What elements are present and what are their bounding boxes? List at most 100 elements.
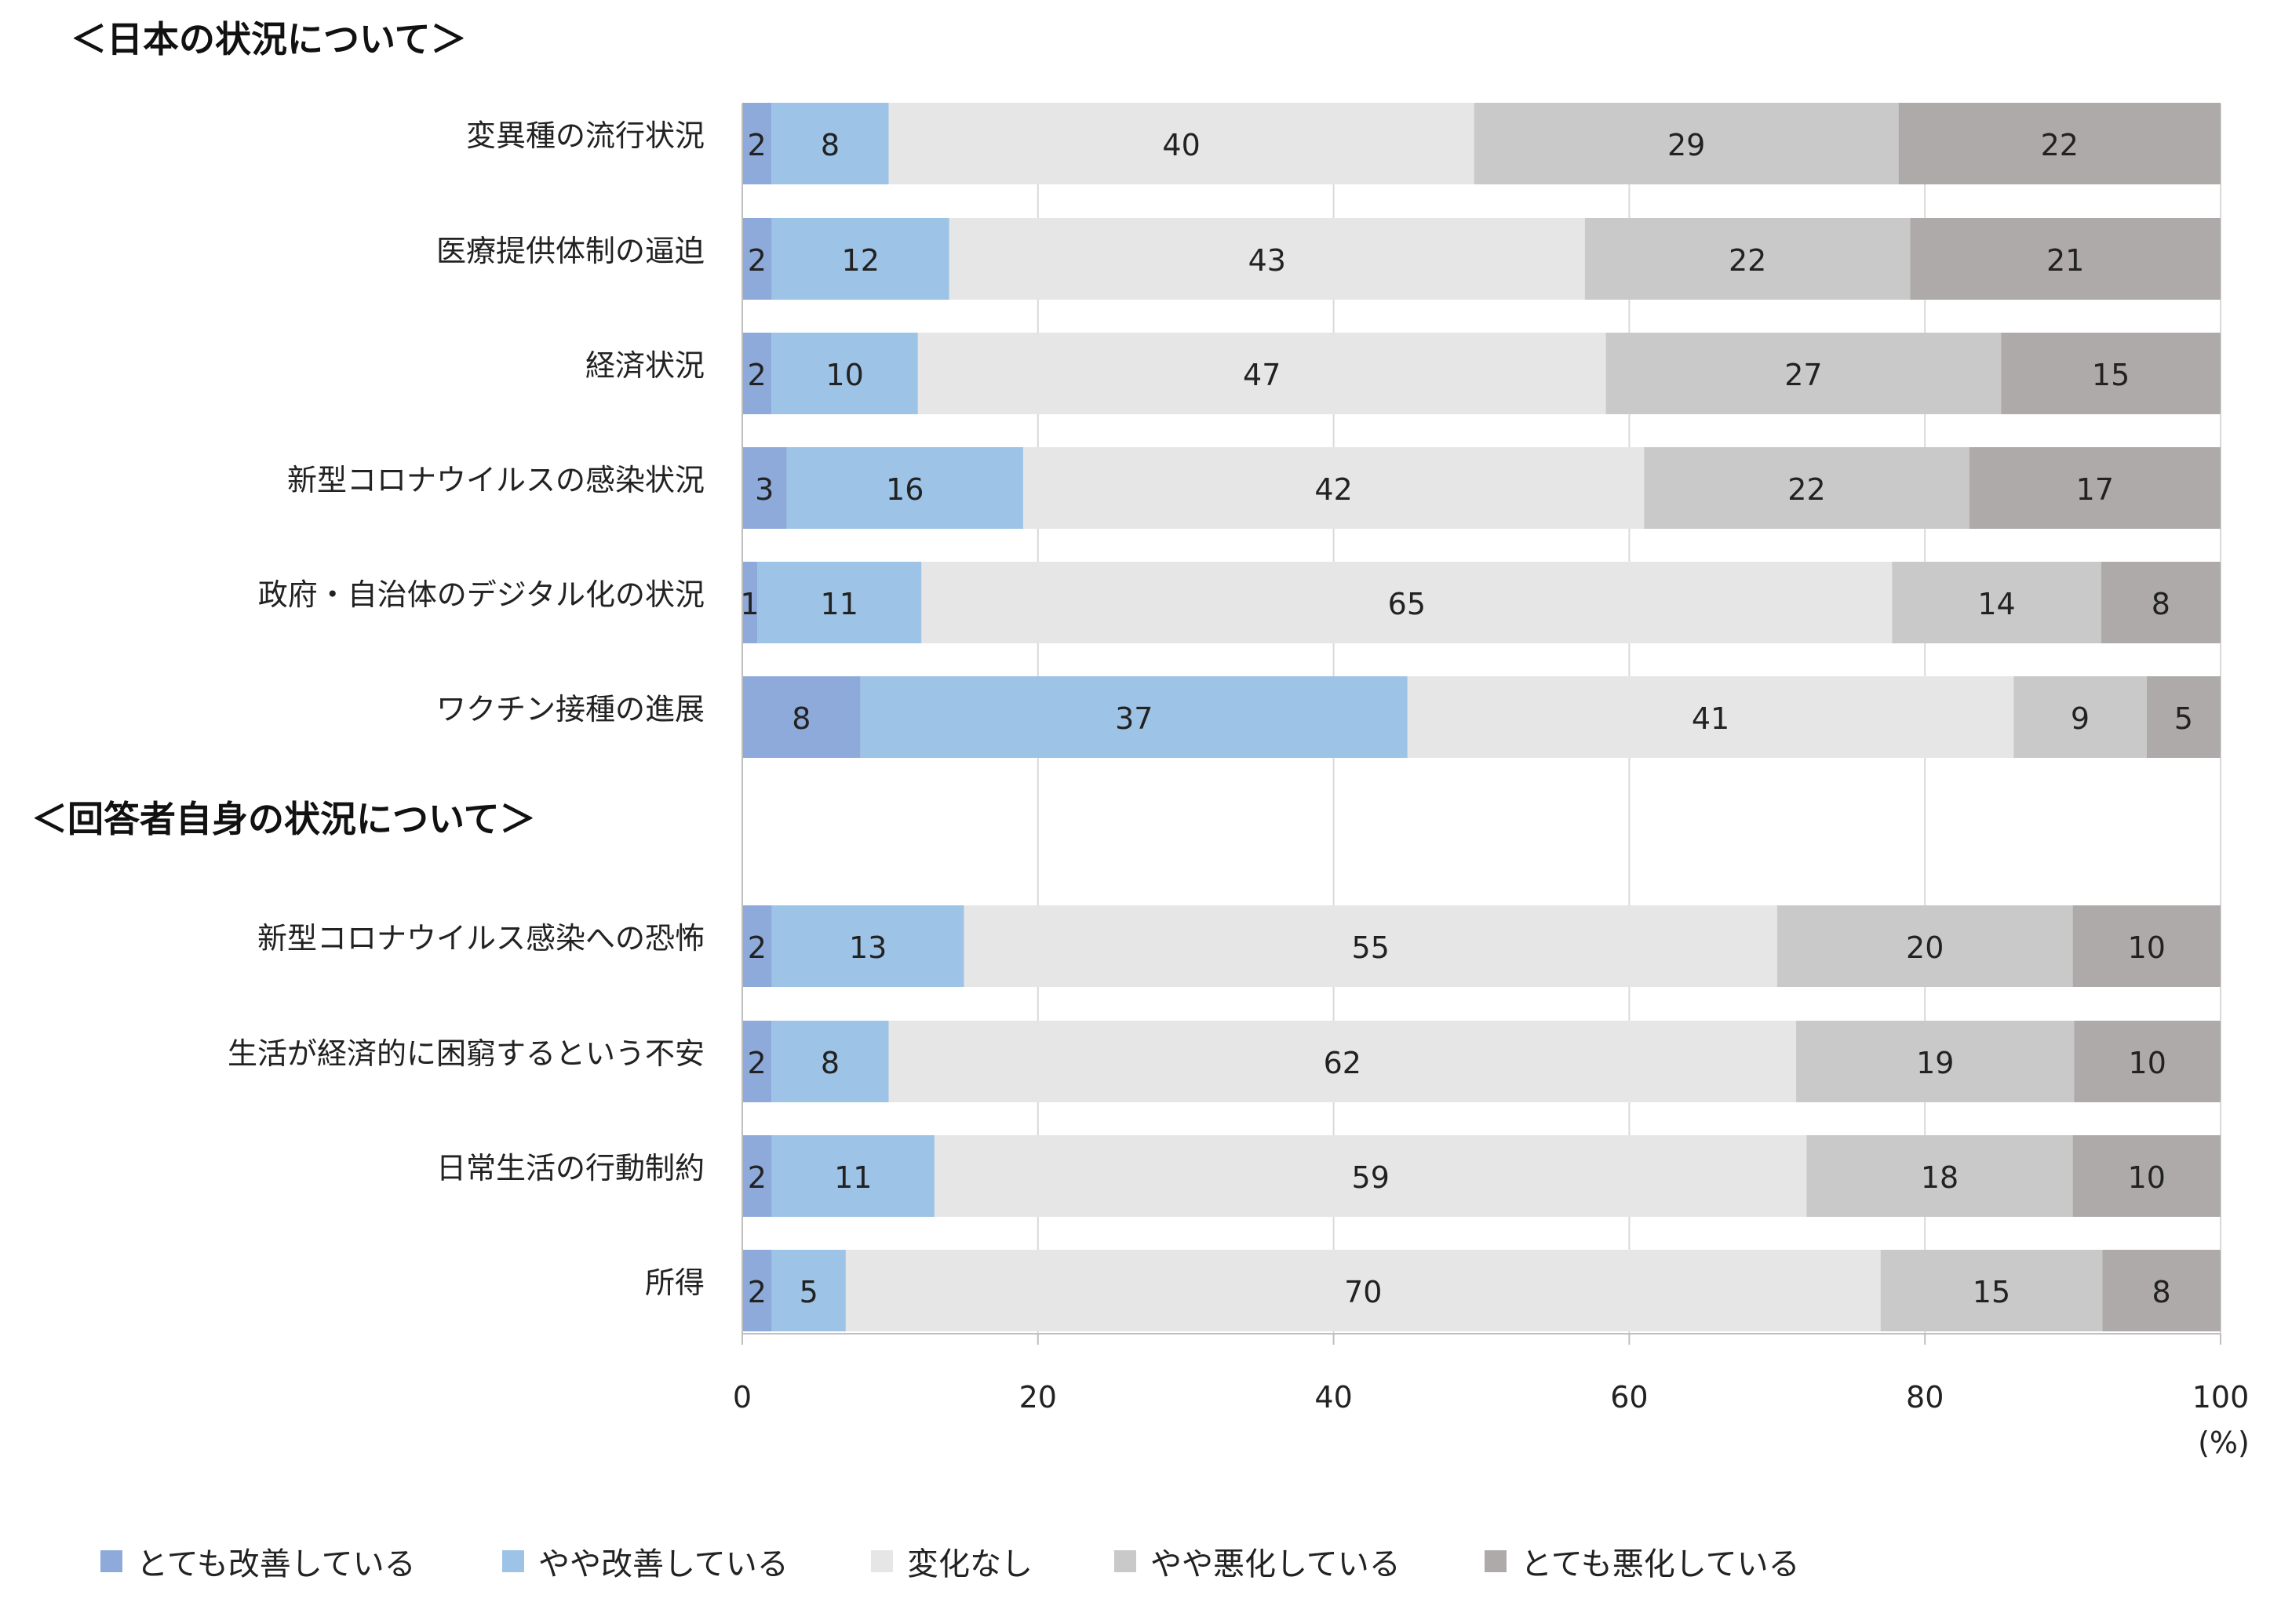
data-label: 10 — [2128, 1160, 2166, 1195]
category-label: 日常生活の行動制約 — [436, 1151, 705, 1185]
bar-segment — [742, 1021, 772, 1102]
legend-item: とても悪化している — [1485, 1530, 1800, 1593]
section-title: ＜日本の状況について＞ — [71, 18, 467, 60]
category-label: 医療提供体制の逼迫 — [436, 234, 705, 268]
bar-segment — [1474, 103, 1899, 184]
category-label: 政府・自治体のデジタル化の状況 — [258, 577, 705, 612]
bar-segment — [917, 333, 1606, 414]
bar-segment — [742, 1250, 772, 1331]
category-label: 所得 — [645, 1265, 705, 1300]
legend-swatch — [502, 1550, 524, 1572]
bars — [742, 103, 2221, 1331]
data-label: 37 — [1115, 701, 1153, 736]
data-label: 41 — [1692, 701, 1729, 736]
legend: とても改善している やや改善している 変化なし やや悪化している とても悪化している — [0, 1530, 2281, 1593]
bar-segment — [771, 333, 918, 414]
legend-label: 変化なし — [907, 1546, 1033, 1582]
legend-label: やや悪化している — [1150, 1546, 1401, 1582]
legend-label: とても改善している — [137, 1546, 416, 1582]
x-tick-label: 0 — [733, 1380, 752, 1415]
data-label: 15 — [1973, 1275, 2010, 1309]
bar-segment — [742, 333, 772, 414]
data-label: 65 — [1388, 587, 1426, 621]
bar-segment — [757, 562, 922, 643]
bar-segment — [2146, 676, 2221, 758]
bar-segment — [2013, 676, 2147, 758]
bar-segment — [2001, 333, 2221, 414]
data-label: 1 — [740, 587, 759, 621]
bar-segment — [2102, 1250, 2221, 1331]
legend-swatch — [871, 1550, 893, 1572]
data-label: 5 — [2174, 701, 2193, 736]
bar-segment — [2072, 1135, 2221, 1217]
bar-segment — [1910, 218, 2221, 300]
x-tick-label: 60 — [1610, 1380, 1648, 1415]
data-label: 10 — [2129, 1046, 2166, 1080]
data-label: 11 — [834, 1160, 872, 1195]
data-label: 62 — [1324, 1046, 1361, 1080]
bar-segment — [2074, 1021, 2221, 1102]
data-label: 8 — [792, 701, 811, 736]
data-label: 10 — [2128, 930, 2166, 965]
data-label: 55 — [1352, 930, 1390, 965]
legend-swatch — [1114, 1550, 1136, 1572]
data-label: 9 — [2071, 701, 2090, 736]
bar-segment — [1584, 218, 1911, 300]
data-label: 43 — [1248, 243, 1286, 278]
category-label: 変異種の流行状況 — [466, 118, 705, 153]
data-label: 18 — [1921, 1160, 1959, 1195]
bar-segment — [742, 1135, 772, 1217]
bar-segment — [845, 1250, 1881, 1331]
data-label: 27 — [1784, 358, 1822, 392]
bar-segment — [742, 103, 772, 184]
data-label: 8 — [2152, 1275, 2171, 1309]
bar-segment — [860, 676, 1408, 758]
data-label: 2 — [748, 1160, 767, 1195]
data-label: 70 — [1344, 1275, 1382, 1309]
legend-item: とても改善している — [100, 1530, 416, 1593]
data-label: 22 — [1787, 472, 1825, 507]
bar-segment — [934, 1135, 1807, 1217]
bar-segment — [1898, 103, 2221, 184]
bar-segment — [771, 1135, 935, 1217]
bar-segment — [771, 905, 964, 987]
data-label: 2 — [748, 128, 767, 162]
data-label: 8 — [821, 128, 840, 162]
bar-segment — [771, 103, 889, 184]
bar-segment — [771, 1250, 846, 1331]
data-label: 22 — [2041, 128, 2079, 162]
data-label: 2 — [748, 358, 767, 392]
data-label: 8 — [821, 1046, 840, 1080]
bar-segment — [949, 218, 1585, 300]
x-tick-label: 40 — [1314, 1380, 1352, 1415]
bar-segment — [888, 1021, 1797, 1102]
category-label: 生活が経済的に困窮するという不安 — [228, 1036, 705, 1071]
bar-segment — [742, 676, 861, 758]
x-axis: 0 20 40 60 80 100 (%) — [733, 104, 2250, 1460]
data-label: 2 — [748, 1275, 767, 1309]
legend-swatch — [1485, 1550, 1507, 1572]
bar-segment — [1880, 1250, 2103, 1331]
data-label: 59 — [1352, 1160, 1390, 1195]
bar-segment — [742, 218, 772, 300]
data-label: 21 — [2046, 243, 2084, 278]
data-label: 15 — [2092, 358, 2130, 392]
x-tick-label: 100 — [2192, 1380, 2250, 1415]
data-label: 40 — [1162, 128, 1200, 162]
data-label: 3 — [755, 472, 774, 507]
category-label: 新型コロナウイルスの感染状況 — [287, 463, 705, 497]
data-label: 11 — [821, 587, 858, 621]
data-label: 10 — [825, 358, 863, 392]
bar-segment — [1407, 676, 2014, 758]
legend-swatch — [100, 1550, 122, 1572]
category-label: 経済状況 — [585, 348, 705, 383]
bar-segment — [742, 905, 772, 987]
category-label: 新型コロナウイルス感染への恐怖 — [257, 921, 705, 956]
legend-label: とても悪化している — [1521, 1546, 1800, 1582]
bar-segment — [2072, 905, 2221, 987]
bar-segment — [1022, 447, 1645, 529]
data-label: 16 — [886, 472, 924, 507]
bar-segment — [1796, 1021, 2075, 1102]
legend-label: やや改善している — [538, 1546, 789, 1582]
